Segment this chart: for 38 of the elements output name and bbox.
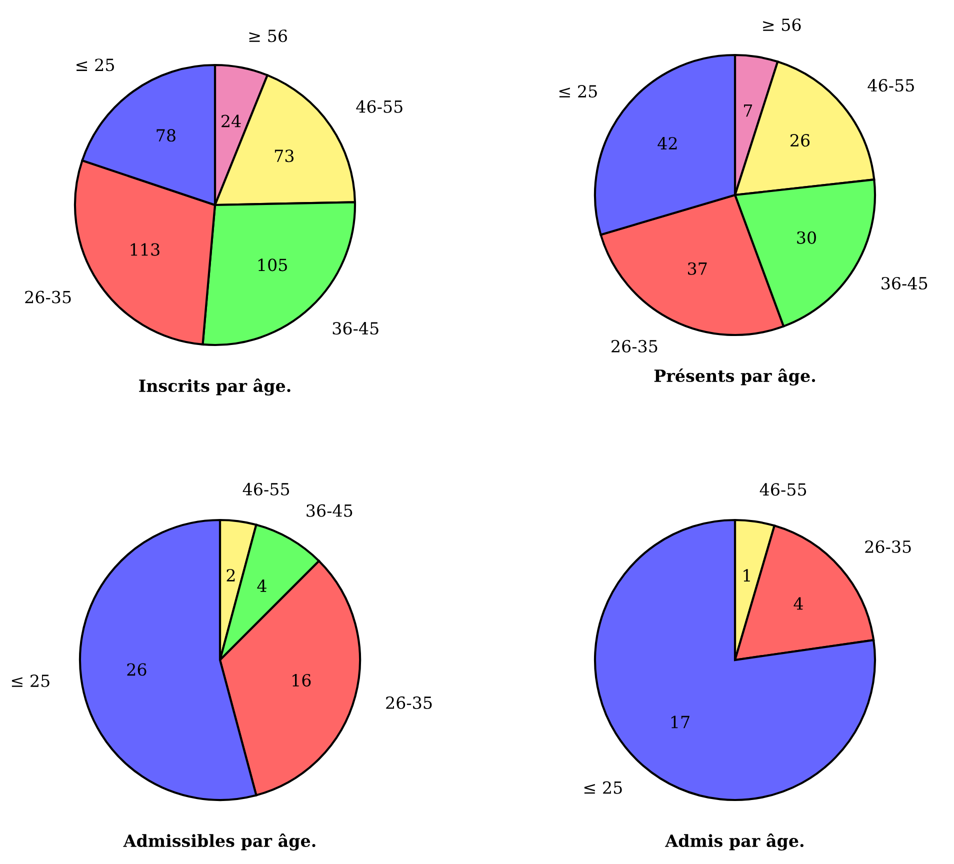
data-label: 1: [744, 569, 750, 582]
data-label: 7: [744, 104, 752, 117]
data-label: 73: [274, 150, 294, 162]
data-label: 4: [257, 579, 266, 592]
data-label: 78: [156, 129, 176, 142]
data-label: 113: [130, 243, 160, 256]
data-label: 2: [226, 568, 235, 582]
data-label: 37: [688, 262, 707, 275]
slice-label: ≤ 25: [559, 85, 597, 98]
slice-label: 46-55: [760, 483, 806, 496]
text: Admis par âge.: [665, 833, 804, 851]
data-label: 24: [222, 114, 241, 128]
data-label: 26: [127, 663, 146, 676]
slice-label: 26-35: [612, 340, 658, 353]
slice-label: 36-45: [306, 504, 352, 517]
text: Admissibles par âge.: [123, 833, 316, 851]
slice-label: 36-45: [882, 276, 928, 290]
slice-label: ≤ 25: [76, 58, 114, 72]
data-label: 17: [671, 716, 690, 728]
text: Inscrits par âge.: [139, 378, 290, 396]
data-label: 16: [292, 674, 311, 687]
slice-label: 36-45: [332, 322, 378, 335]
data-label: 30: [797, 231, 816, 244]
data-label: 105: [258, 258, 287, 272]
text: Présents par âge.: [654, 368, 816, 386]
slice-label: ≥ 56: [249, 30, 287, 42]
slice-label: ≤ 25: [584, 781, 622, 794]
slice-label: 26-35: [865, 540, 911, 553]
data-label: 42: [658, 136, 677, 150]
slice-label: ≤ 25: [12, 674, 50, 688]
data-label: 26: [790, 134, 810, 147]
slice-label: 46-55: [868, 79, 914, 92]
slice-label: 46-55: [356, 100, 402, 113]
data-label: 4: [794, 597, 803, 610]
slice-label: 26-35: [25, 290, 71, 304]
slice-label: 46-55: [242, 482, 290, 496]
slice-label: ≥ 56: [763, 18, 801, 32]
slice-label: 26-35: [386, 696, 432, 710]
